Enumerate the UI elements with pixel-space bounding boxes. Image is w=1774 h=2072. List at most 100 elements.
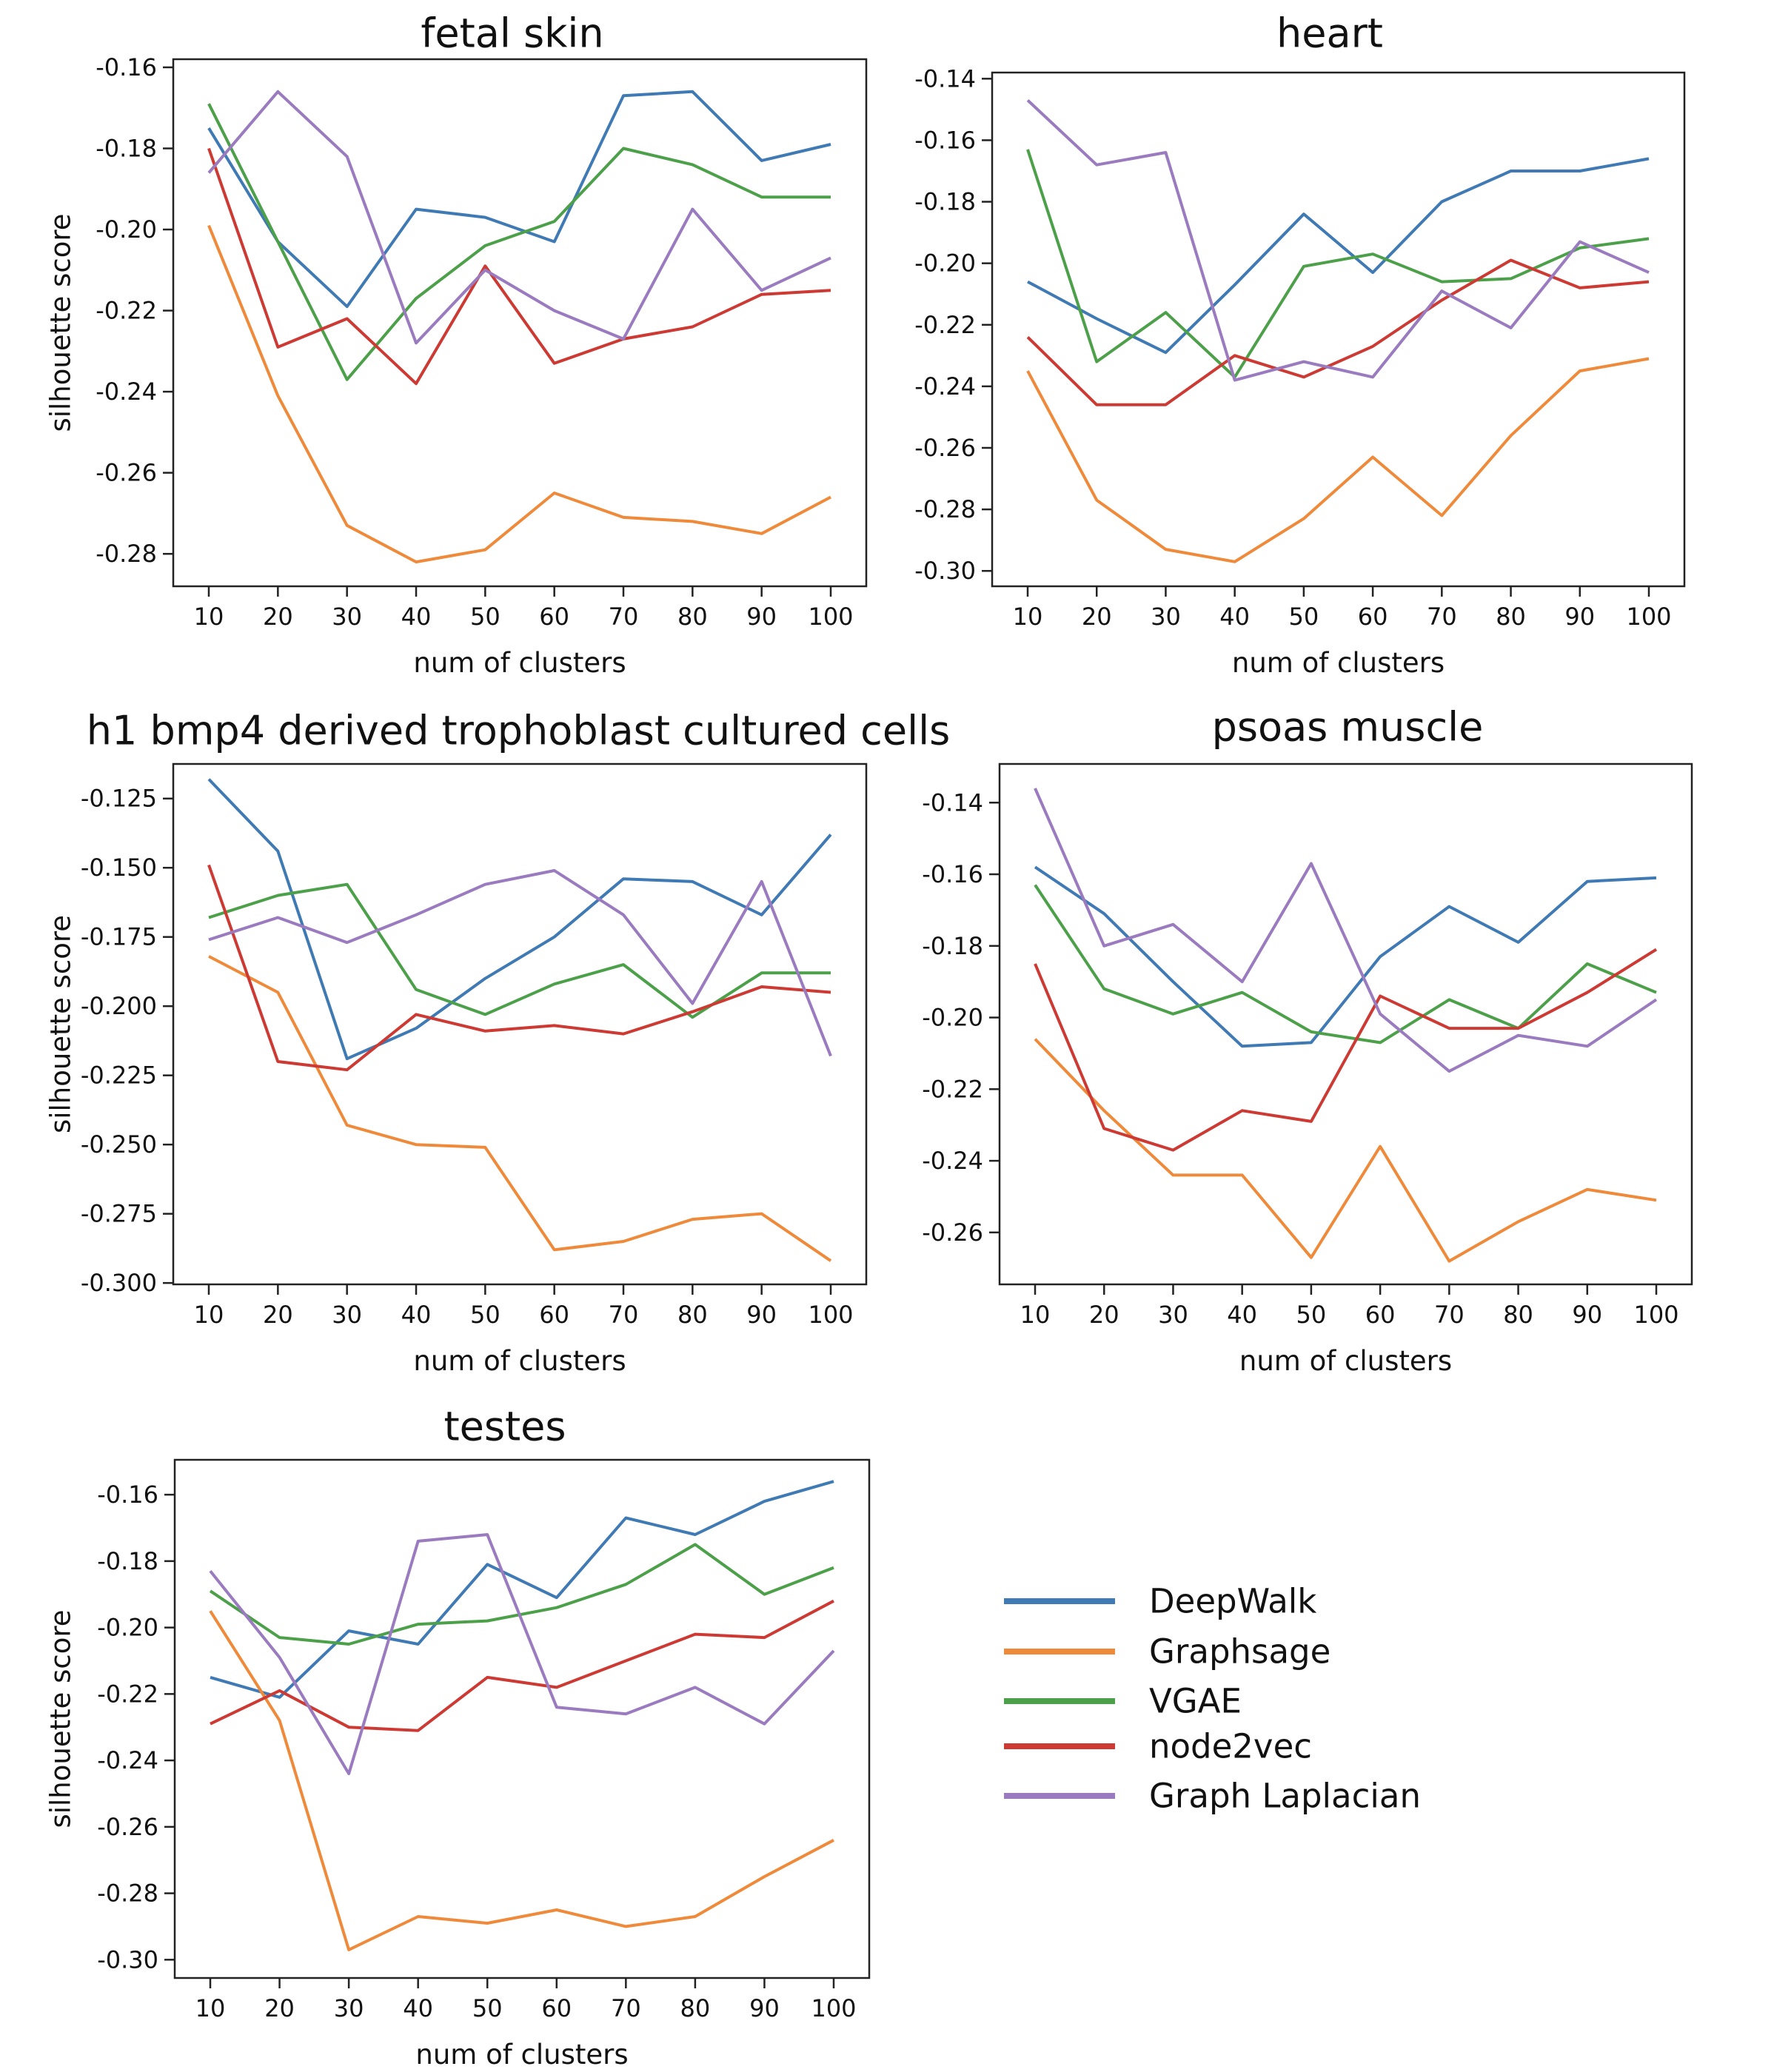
series-group [1026,98,1650,563]
x-tick-label: 90 [1572,1301,1602,1329]
y-tick-label: -0.14 [914,64,976,93]
series-group [209,1480,835,1951]
x-axis-label: num of clusters [413,647,626,679]
y-tick-label: -0.20 [922,1004,983,1032]
series-line-graph-laplacian [1034,788,1658,1073]
x-tick-label: 90 [746,1301,777,1329]
x-tick-label: 80 [1496,603,1526,631]
x-tick-label: 30 [1158,1301,1188,1329]
x-tick-label: 20 [263,1301,293,1329]
legend-label: DeepWalk [1149,1582,1316,1621]
axes-frame [991,71,1686,588]
series-line-node2vec [1034,948,1658,1152]
legend-entry-graph-laplacian: Graph Laplacian [1004,1777,1421,1816]
x-tick-label: 40 [403,1994,433,2022]
x-tick-label: 50 [470,1301,501,1329]
chart-title: fetal skin [421,10,603,57]
legend-label: node2vec [1149,1727,1312,1766]
y-axis-label: silhouette score [45,915,77,1133]
y-tick-label: -0.16 [914,126,976,154]
legend-entry-node2vec: node2vec [1004,1727,1312,1766]
x-tick-label: 10 [195,1994,226,2022]
y-tick-label: -0.150 [81,854,157,882]
x-tick-label: 90 [1564,603,1595,631]
x-axis-label: num of clusters [1232,647,1445,679]
x-tick-label: 30 [334,1994,364,2022]
x-tick-label: 80 [677,603,708,631]
series-line-deepwalk [207,778,832,1061]
y-tick-label: -0.28 [96,540,157,568]
x-tick-label: 100 [808,603,853,631]
x-tick-label: 50 [470,603,501,631]
legend-label: VGAE [1149,1682,1242,1721]
series-line-graph-laplacian [207,90,831,345]
x-tick-label: 10 [194,1301,224,1329]
y-tick-label: -0.28 [914,495,976,523]
legend-entry-vgae: VGAE [1004,1682,1242,1721]
series-line-node2vec [210,1599,834,1732]
x-tick-label: 100 [811,1994,856,2022]
series-group [207,778,832,1262]
x-tick-label: 20 [1089,1301,1119,1329]
axes-frame [998,762,1693,1286]
y-tick-label: -0.26 [96,459,157,487]
y-tick-label: -0.26 [922,1218,983,1247]
y-tick-label: -0.26 [914,434,976,462]
y-tick-label: -0.18 [922,932,983,960]
y-tick-label: -0.22 [96,297,157,325]
series-line-node2vec [1026,258,1650,406]
x-tick-label: 70 [1434,1301,1465,1329]
y-tick-label: -0.175 [81,923,157,951]
y-tick-label: -0.125 [81,785,157,813]
x-tick-label: 40 [1219,603,1250,631]
legend-label: Graphsage [1149,1632,1330,1672]
x-tick-label: 20 [1082,603,1112,631]
x-axis-label: num of clusters [1239,1345,1452,1377]
x-tick-label: 90 [749,1994,780,2022]
series-line-vgae [1034,884,1657,1045]
legend-entry-graphsage: Graphsage [1004,1632,1330,1672]
y-tick-label: -0.24 [96,378,157,406]
x-tick-label: 50 [1289,603,1319,631]
x-tick-label: 70 [609,603,639,631]
axes-frame [173,1458,871,1979]
x-tick-label: 40 [1227,1301,1257,1329]
y-tick-label: -0.24 [97,1746,158,1774]
x-tick-label: 10 [1013,603,1043,631]
series-line-graph-laplacian [209,1533,835,1775]
x-tick-label: 60 [539,1301,569,1329]
y-tick-label: -0.30 [914,557,976,585]
x-tick-label: 80 [1503,1301,1533,1329]
series-line-vgae [1026,149,1650,379]
y-tick-label: -0.20 [97,1614,158,1642]
y-tick-label: -0.22 [97,1680,158,1708]
y-tick-label: -0.300 [81,1269,157,1297]
y-tick-label: -0.250 [81,1130,157,1159]
x-tick-label: 30 [1151,603,1181,631]
x-axis-label: num of clusters [415,2039,628,2071]
axes-frame [172,762,868,1286]
y-tick-label: -0.16 [97,1481,158,1509]
chart-title: testes [444,1404,566,1450]
series-line-vgae [209,1543,834,1646]
x-tick-label: 70 [611,1994,641,2022]
x-tick-label: 10 [1020,1301,1051,1329]
series-line-deepwalk [1034,865,1657,1048]
x-tick-label: 80 [680,1994,711,2022]
series-line-deepwalk [210,1480,834,1699]
y-tick-label: -0.18 [914,188,976,216]
series-line-graphsage [1034,1038,1657,1263]
chart-title: psoas muscle [1212,704,1484,751]
series-line-vgae [208,882,831,1019]
legend: DeepWalk Graphsage VGAE node2vec Graph L… [1004,1582,1421,1816]
x-tick-label: 50 [1296,1301,1327,1329]
y-tick-label: -0.26 [97,1813,158,1841]
chart-panel-testes: 10 20 30 40 50 60 70 80 90 100 -0.30 -0.28 -0.26 -0.2… [45,1404,871,2071]
y-tick-label: -0.16 [96,53,157,81]
y-axis-label: silhouette score [45,213,77,432]
x-tick-label: 20 [263,603,293,631]
y-tick-label: -0.18 [97,1547,158,1575]
x-tick-label: 100 [1633,1301,1678,1329]
x-axis-label: num of clusters [413,1345,626,1377]
